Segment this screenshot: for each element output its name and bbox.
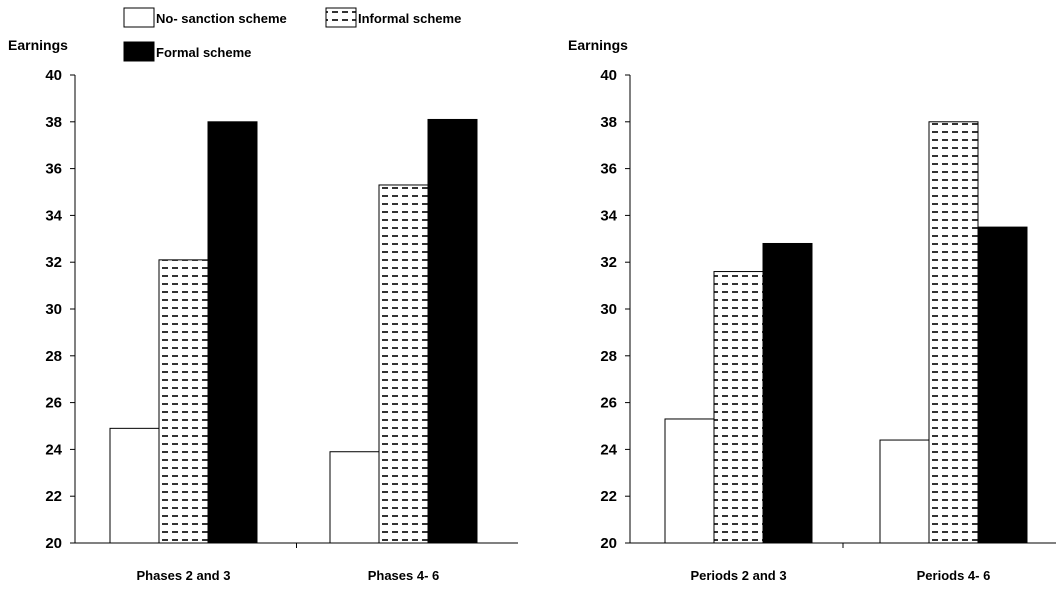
legend-label-no-sanction: No- sanction scheme — [156, 11, 287, 26]
x-axis-right: Periods 2 and 3 Periods 4- 6 — [630, 542, 1056, 583]
y-axis-label-right: Earnings — [568, 37, 628, 53]
x-axis-left: Phases 2 and 3 Phases 4- 6 — [75, 542, 518, 583]
y-tick-label: 30 — [45, 301, 62, 318]
y-tick-label: 40 — [45, 67, 62, 84]
y-tick-label: 24 — [45, 441, 62, 458]
chart-left: Earnings 20 22 24 26 28 30 32 34 36 38 40 Phases 2… — [8, 37, 518, 583]
y-tick-label: 28 — [45, 348, 62, 365]
y-tick-label: 20 — [45, 535, 62, 552]
bar-informal — [928, 121, 979, 544]
legend-swatch-no-sanction — [123, 7, 155, 28]
legend-label-formal: Formal scheme — [156, 45, 251, 60]
bar-formal — [762, 242, 813, 544]
category-label: Phases 2 and 3 — [137, 568, 231, 583]
y-tick-label: 30 — [600, 301, 617, 318]
bar-no-sanction — [329, 451, 380, 544]
bar-no-sanction — [109, 427, 160, 544]
y-axis-left: 20 22 24 26 28 30 32 34 36 38 40 — [45, 67, 76, 552]
y-tick-label: 26 — [600, 395, 617, 412]
y-tick-label: 36 — [600, 161, 617, 178]
category-label: Phases 4- 6 — [368, 568, 440, 583]
y-axis-right: 20 22 24 26 28 30 32 34 36 38 40 — [600, 67, 631, 552]
bar-no-sanction — [879, 439, 930, 544]
chart-right: Earnings 20 22 24 26 28 30 32 34 36 38 40 Periods … — [568, 37, 1056, 583]
bars-left — [109, 118, 478, 544]
y-tick-label: 26 — [45, 395, 62, 412]
legend: No- sanction scheme Informal scheme Form… — [123, 7, 461, 62]
y-tick-label: 38 — [45, 114, 62, 131]
y-tick-label: 24 — [600, 441, 617, 458]
bar-formal — [977, 226, 1028, 544]
bar-informal — [713, 271, 764, 544]
bar-formal — [427, 118, 478, 544]
y-tick-label: 22 — [45, 488, 62, 505]
y-tick-label: 22 — [600, 488, 617, 505]
y-tick-label: 32 — [45, 254, 62, 271]
bars-right — [664, 121, 1028, 544]
y-tick-label: 32 — [600, 254, 617, 271]
bar-informal — [378, 184, 429, 544]
y-tick-label: 28 — [600, 348, 617, 365]
y-tick-label: 34 — [600, 207, 617, 224]
legend-swatch-informal — [325, 7, 357, 28]
category-label: Periods 4- 6 — [917, 568, 991, 583]
bar-informal — [158, 259, 209, 544]
category-label: Periods 2 and 3 — [690, 568, 786, 583]
y-tick-label: 40 — [600, 67, 617, 84]
y-axis-label-left: Earnings — [8, 37, 68, 53]
legend-label-informal: Informal scheme — [358, 11, 461, 26]
y-tick-label: 36 — [45, 161, 62, 178]
y-tick-label: 34 — [45, 207, 62, 224]
bar-no-sanction — [664, 418, 715, 544]
y-tick-label: 38 — [600, 114, 617, 131]
legend-swatch-formal — [123, 41, 155, 62]
y-tick-label: 20 — [600, 535, 617, 552]
bar-formal — [207, 121, 258, 544]
